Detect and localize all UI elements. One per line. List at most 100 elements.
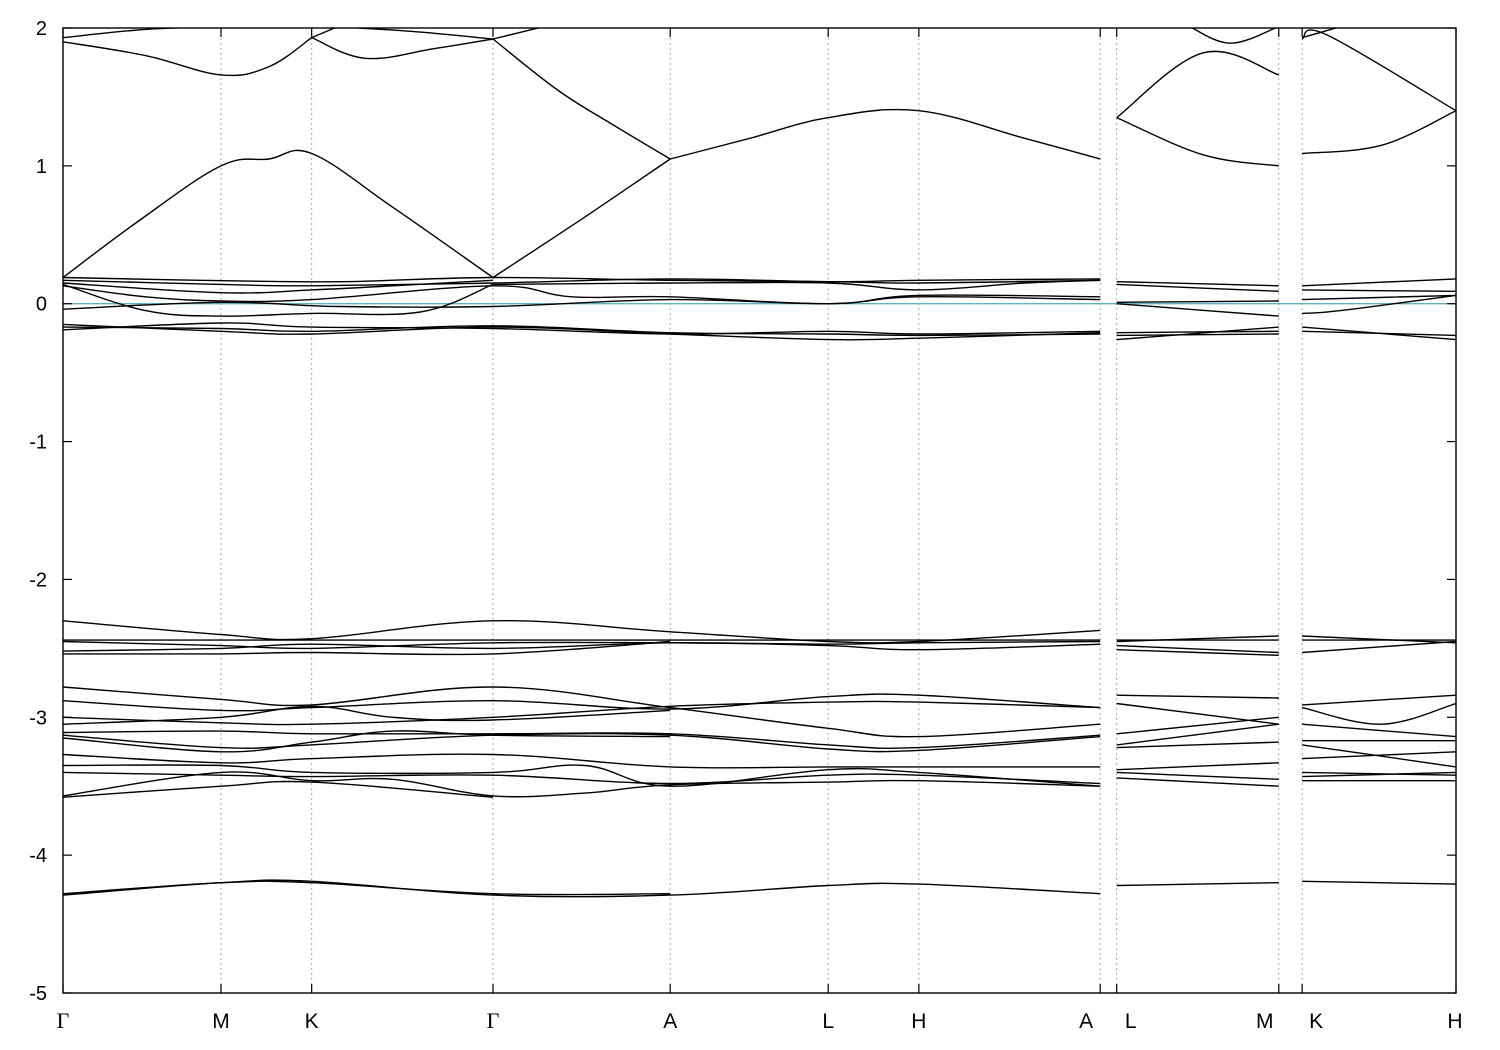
band-line: [1116, 882, 1279, 887]
y-tick-label: 0: [36, 294, 47, 316]
band-line: [63, 753, 1101, 769]
band-line: [1116, 777, 1279, 787]
kpoint-label: A: [663, 1010, 677, 1033]
band-line: [63, 278, 1101, 287]
band-line: [63, 619, 1101, 644]
band-line: [1302, 751, 1456, 760]
band-line: [1116, 330, 1279, 334]
band-line: [1116, 649, 1279, 656]
band-line: [63, 780, 494, 798]
band-line: [348, 28, 494, 40]
band-line: [1116, 283, 1279, 292]
band-line: [63, 149, 494, 279]
band-line: [63, 693, 1101, 712]
band-line: [63, 764, 1101, 787]
band-line: [670, 108, 1101, 160]
band-line: [63, 642, 1101, 652]
band-line: [1116, 716, 1279, 735]
band-line: [1116, 333, 1279, 337]
band-line: [492, 28, 542, 40]
band-line: [1301, 702, 1456, 725]
band-line: [63, 732, 1101, 753]
band-line: [63, 771, 1101, 798]
band-line: [311, 36, 494, 60]
band-line: [63, 686, 1101, 738]
band-line: [63, 296, 1101, 310]
kpoint-label: K: [305, 1010, 319, 1033]
band-line: [63, 279, 494, 294]
band-lines-group: [63, 28, 1456, 898]
band-line: [1302, 771, 1456, 778]
kpoint-label: L: [1125, 1010, 1137, 1033]
band-line: [1302, 110, 1456, 155]
band-line: [1116, 116, 1279, 167]
band-line: [1301, 28, 1339, 39]
band-line: [1116, 702, 1279, 725]
kpoint-gridlines: [220, 28, 1303, 993]
kpoint-label: H: [911, 1010, 926, 1033]
y-axis-ticks: -5 -4 -3 -2 -1 0 1 2: [29, 18, 1456, 1005]
band-line: [1302, 278, 1456, 287]
kpoint-label: M: [1256, 1010, 1274, 1033]
kpoint-label: L: [822, 1010, 834, 1033]
band-line: [1302, 294, 1456, 301]
y-tick-label: 2: [36, 18, 47, 40]
band-line: [1116, 300, 1279, 303]
band-line: [492, 158, 671, 279]
band-line: [1116, 771, 1279, 780]
band-line: [63, 880, 671, 896]
band-line: [63, 323, 1101, 341]
plot-frame: [62, 27, 1457, 994]
kpoint-label: M: [212, 1010, 230, 1033]
band-line: [1116, 326, 1279, 341]
band-line: [1116, 303, 1279, 317]
y-tick-label: -2: [29, 569, 47, 591]
y-tick-label: -4: [29, 845, 47, 867]
band-line: [1190, 28, 1278, 44]
kpoint-label: A: [1079, 1010, 1093, 1033]
band-line: [63, 640, 1101, 650]
band-line: [63, 771, 1101, 785]
band-line: [1302, 330, 1456, 337]
band-line: [1116, 741, 1279, 749]
band-line: [63, 640, 671, 656]
band-line: [1116, 50, 1280, 119]
band-line: [1116, 762, 1279, 771]
band-line: [1302, 294, 1456, 315]
band-line: [1302, 694, 1456, 706]
kpoint-label: K: [1309, 1010, 1323, 1033]
band-line: [1301, 29, 1456, 112]
band-line: [1116, 694, 1279, 699]
kpoint-label: Γ: [487, 1008, 500, 1033]
band-line: [63, 730, 671, 753]
band-line: [63, 730, 1101, 749]
band-line: [1116, 281, 1279, 287]
band-line: [1302, 723, 1456, 738]
band-line: [63, 28, 194, 39]
band-line: [311, 28, 337, 39]
y-tick-label: -3: [29, 707, 47, 729]
y-tick-label: 1: [36, 156, 47, 178]
band-line: [1116, 723, 1279, 746]
band-line: [63, 325, 1101, 337]
band-line: [1116, 635, 1279, 643]
band-line: [63, 700, 1101, 726]
y-tick-label: -1: [29, 432, 47, 454]
band-line: [63, 283, 494, 317]
band-line: [1302, 289, 1456, 292]
band-line: [63, 276, 1101, 284]
band-line: [63, 37, 313, 77]
band-line: [1302, 880, 1456, 885]
band-line: [63, 322, 1101, 335]
band-line: [492, 38, 671, 160]
band-line: [63, 705, 671, 725]
band-line: [1302, 640, 1456, 654]
kpoint-label: H: [1447, 1010, 1462, 1033]
band-line: [63, 285, 1101, 305]
y-tick-label: -5: [29, 983, 47, 1005]
band-line: [1116, 644, 1279, 654]
band-line: [492, 279, 1101, 291]
